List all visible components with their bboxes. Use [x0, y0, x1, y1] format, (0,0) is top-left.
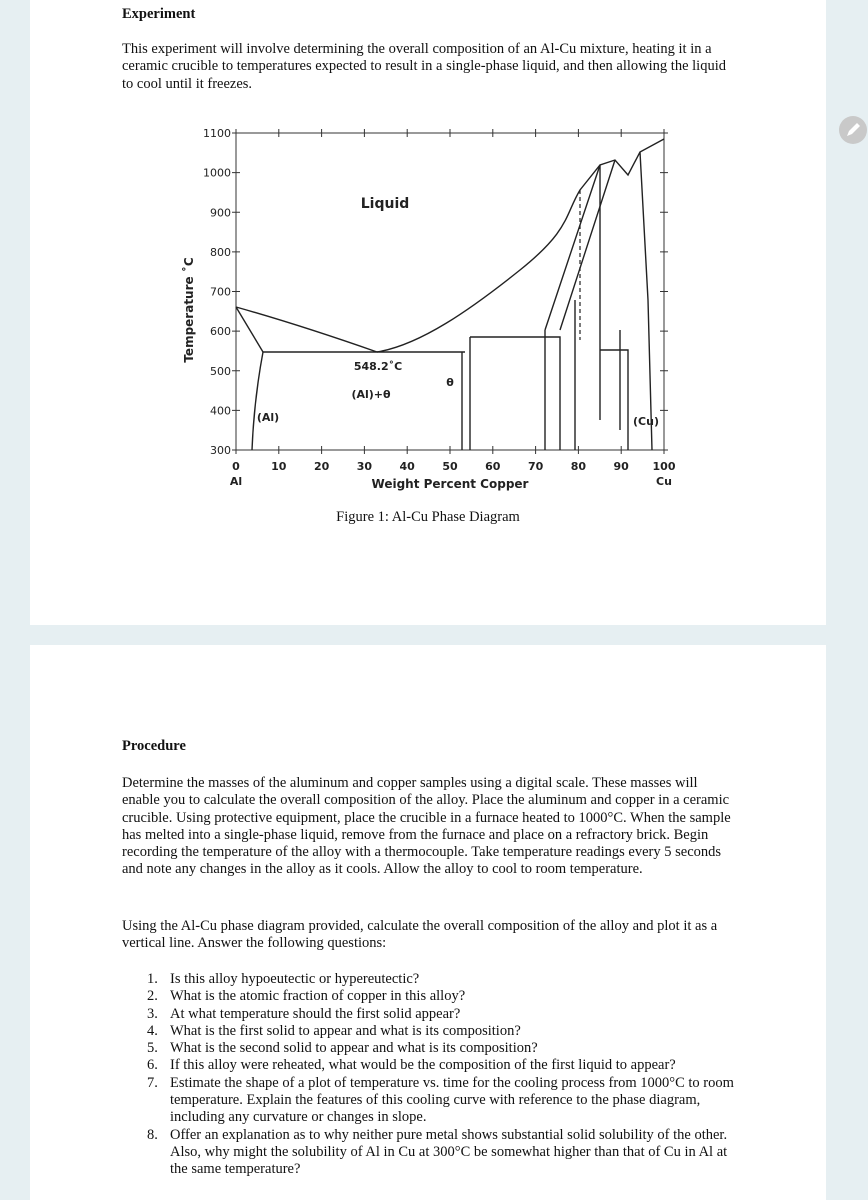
paragraph: Determine the masses of the aluminum and…: [122, 775, 731, 878]
x-tick-label: 80: [571, 460, 587, 473]
question-number: 7.: [147, 1074, 158, 1091]
region-label: (Cu): [633, 415, 659, 428]
y-tick-label: 300: [210, 444, 231, 457]
question-text: What is the first solid to appear and wh…: [170, 1022, 521, 1039]
x-tick-label: 100: [653, 460, 676, 473]
x-tick-label: 70: [528, 460, 544, 473]
question-text: What is the atomic fraction of copper in…: [170, 988, 466, 1005]
heading: Experiment: [122, 6, 196, 22]
phase-diagram: Liquid 548.2˚C (Al)+θ θ (Al) (Cu) Weight…: [181, 127, 676, 491]
heading: Procedure: [122, 738, 186, 754]
bottom-panel: [30, 645, 826, 1200]
question: 4. What is the first solid to appear and …: [122, 1023, 738, 1040]
y-tick-label: 1000: [203, 167, 231, 180]
question-text: Estimate the shape of a plot of temperat…: [170, 1074, 734, 1126]
question-text: Is this alloy hypoeutectic or hypereutec…: [170, 971, 420, 987]
x-tick-label: 90: [614, 460, 630, 473]
question-text: What is the second solid to appear and w…: [170, 1040, 538, 1057]
region-label: θ: [446, 376, 454, 389]
question: 8. Offer an explanation as to why neither…: [122, 1127, 738, 1179]
phase-boundaries: [235, 138, 665, 451]
question-number: 5.: [147, 1040, 158, 1057]
question-number: 3.: [147, 1005, 158, 1022]
paragraph: This experiment will involve determining…: [122, 41, 726, 92]
x-tick-label: 50: [442, 460, 458, 473]
question-text: If this alloy were reheated, what would …: [170, 1057, 676, 1074]
question: 2. What is the atomic fraction of copper …: [122, 988, 738, 1005]
question: 3. At what temperature should the first s…: [122, 1006, 738, 1023]
region-label: (Al): [257, 411, 279, 424]
edit-icon[interactable]: [838, 115, 868, 145]
question-number: 4.: [147, 1022, 158, 1039]
y-tick-label: 1100: [203, 127, 231, 140]
x-tick-label: 0: [232, 460, 240, 473]
x-tick-label: 40: [400, 460, 416, 473]
question: 1. Is this alloy hypoeutectic or hypereut…: [122, 971, 738, 988]
question-number: 2.: [147, 988, 158, 1005]
question-number: 8.: [147, 1126, 158, 1143]
question: 6. If this alloy were reheated, what woul…: [122, 1057, 738, 1074]
question-number: 6.: [147, 1057, 158, 1074]
x-tick-label: 20: [314, 460, 330, 473]
x-axis-label: Weight Percent Copper: [372, 477, 529, 491]
question-text: At what temperature should the first sol…: [170, 1005, 461, 1022]
y-tick-label: 800: [210, 246, 231, 259]
question: 5. What is the second solid to appear and…: [122, 1040, 738, 1057]
question-number: 1.: [147, 971, 158, 987]
region-label: 548.2˚C: [354, 360, 402, 373]
y-tick-label: 600: [210, 325, 231, 338]
top-panel: [30, 0, 826, 625]
y-tick-label: 900: [210, 206, 231, 219]
y-tick-label: 400: [210, 404, 231, 417]
x-tick-label: 60: [485, 460, 501, 473]
question: 7. Estimate the shape of a plot of temper…: [122, 1075, 738, 1127]
x-tick-label: 30: [357, 460, 373, 473]
paragraph: Using the Al-Cu phase diagram provided, …: [122, 918, 718, 952]
figure-caption: Figure 1: Al-Cu Phase Diagram: [336, 509, 520, 525]
y-tick-label: 500: [210, 365, 231, 378]
y-axis-label: Temperature ˚C: [181, 257, 196, 362]
x-end-label: Cu: [656, 475, 672, 488]
question-text: Offer an explanation as to why neither p…: [170, 1126, 728, 1178]
region-label: (Al)+θ: [351, 388, 391, 401]
y-tick-label: 700: [210, 286, 231, 299]
region-label: Liquid: [361, 196, 410, 212]
x-end-label: Al: [230, 475, 242, 488]
x-tick-label: 10: [271, 460, 287, 473]
question-list: 1. Is this alloy hypoeutectic or hypereut…: [122, 971, 738, 1179]
